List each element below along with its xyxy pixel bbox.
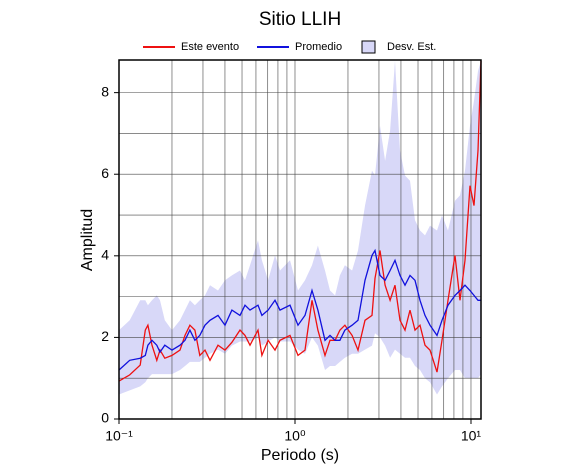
chart-title: Sitio LLIH <box>259 9 341 30</box>
y-tick-label: 0 <box>101 410 109 426</box>
y-tick-label: 8 <box>101 83 109 99</box>
y-tick-label: 4 <box>101 247 109 263</box>
x-tick-label: 10⁻¹ <box>105 428 133 444</box>
x-axis-label: Periodo (s) <box>261 447 339 464</box>
legend-swatch <box>361 40 376 54</box>
std-band <box>119 60 481 395</box>
x-tick-label: 10¹ <box>461 428 482 444</box>
series-line <box>118 248 481 371</box>
legend-label: Este evento <box>181 41 239 53</box>
y-tick-label: 2 <box>101 328 109 344</box>
y-axis-label: Amplitud <box>79 209 96 271</box>
y-tick-label: 6 <box>101 165 109 181</box>
legend-label: Desv. Est. <box>387 41 436 53</box>
x-tick-label: 10⁰ <box>284 428 306 444</box>
legend-label: Promedio <box>295 41 342 53</box>
plot-frame <box>118 59 482 420</box>
